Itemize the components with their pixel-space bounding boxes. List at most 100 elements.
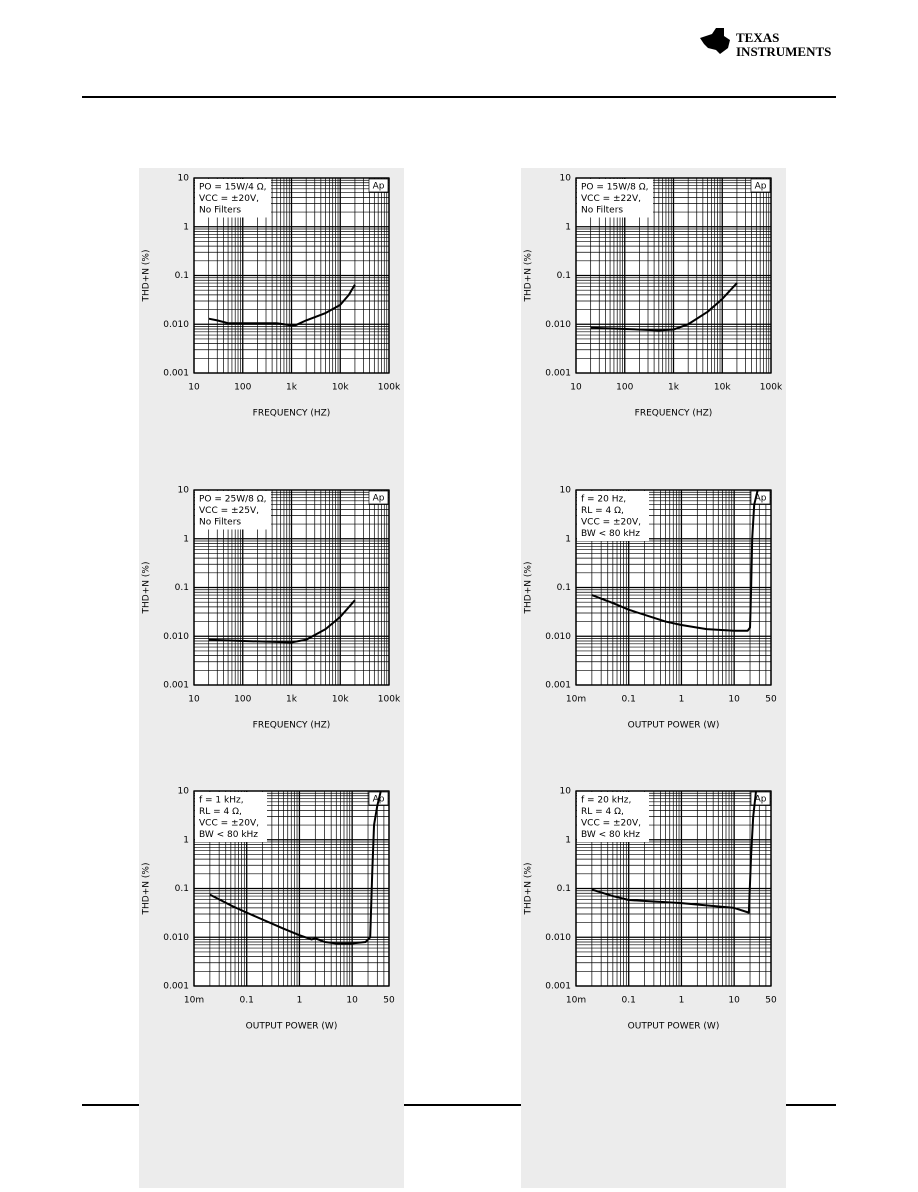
x-tick-label: 0.1 bbox=[622, 996, 636, 1006]
annotation: f = 1 kHz, bbox=[199, 796, 244, 806]
x-tick-label: 10 bbox=[728, 695, 740, 705]
annotation: VCC = ±25V, bbox=[199, 506, 259, 516]
y-tick-label: 1 bbox=[183, 835, 189, 845]
corner-box bbox=[368, 490, 389, 505]
y-tick-label: 10 bbox=[560, 174, 572, 184]
annotation: PO = 15W/8 Ω, bbox=[581, 183, 648, 193]
y-tick-label: 0.001 bbox=[545, 369, 571, 379]
y-axis-title: THD+N (%) bbox=[524, 250, 534, 303]
plot-frame bbox=[193, 790, 390, 987]
x-axis-title: OUTPUT POWER (W) bbox=[246, 1022, 338, 1032]
corner-label: Ap bbox=[373, 494, 385, 504]
x-tick-label: 1 bbox=[679, 996, 685, 1006]
x-tick-label: 100 bbox=[234, 695, 251, 705]
x-tick-label: 50 bbox=[383, 996, 395, 1006]
x-tick-label: 10k bbox=[714, 383, 731, 393]
data-line bbox=[590, 282, 738, 332]
y-tick-label: 10 bbox=[178, 787, 190, 797]
annotation: BW < 80 kHz bbox=[199, 830, 258, 840]
annotation-box bbox=[195, 792, 267, 842]
y-tick-label: 1 bbox=[565, 222, 571, 232]
x-tick-label: 10m bbox=[184, 996, 204, 1006]
y-axis-title: THD+N (%) bbox=[524, 562, 534, 615]
corner-label: Ap bbox=[373, 182, 385, 192]
logo-text: Texas bbox=[736, 30, 779, 45]
x-tick-label: 10 bbox=[570, 383, 582, 393]
y-tick-label: 10 bbox=[560, 787, 572, 797]
y-axis-title: THD+N (%) bbox=[142, 863, 152, 916]
annotation: RL = 4 Ω, bbox=[581, 506, 624, 516]
y-tick-label: 0.1 bbox=[557, 271, 571, 281]
y-tick-label: 10 bbox=[560, 486, 572, 496]
corner-box bbox=[750, 178, 771, 193]
y-tick-label: 1 bbox=[565, 534, 571, 544]
x-axis-title: OUTPUT POWER (W) bbox=[628, 1022, 720, 1032]
annotation: VCC = ±22V, bbox=[581, 194, 641, 204]
x-tick-label: 100 bbox=[234, 383, 251, 393]
y-axis-title: THD+N (%) bbox=[142, 562, 152, 615]
header-rule bbox=[82, 96, 836, 98]
y-tick-label: 0.010 bbox=[545, 933, 571, 943]
annotation-box bbox=[577, 179, 653, 218]
plot-frame bbox=[575, 177, 772, 374]
corner-label: Ap bbox=[755, 494, 767, 504]
annotation: No Filters bbox=[199, 206, 241, 216]
annotation: VCC = ±20V, bbox=[581, 518, 641, 528]
logo-mark bbox=[700, 28, 730, 54]
data-line bbox=[208, 599, 356, 644]
data-line bbox=[591, 489, 759, 632]
x-tick-label: 100k bbox=[760, 383, 783, 393]
x-tick-label: 100k bbox=[378, 695, 401, 705]
annotation-box bbox=[577, 792, 649, 842]
data-line bbox=[209, 790, 382, 945]
annotation: PO = 25W/8 Ω, bbox=[199, 495, 266, 505]
y-tick-label: 0.001 bbox=[545, 982, 571, 992]
x-tick-label: 100 bbox=[616, 383, 633, 393]
x-tick-label: 10k bbox=[332, 383, 349, 393]
y-tick-label: 0.001 bbox=[163, 982, 189, 992]
data-line bbox=[591, 790, 758, 914]
annotation: No Filters bbox=[581, 206, 623, 216]
plot-frame bbox=[193, 489, 390, 686]
y-tick-label: 0.001 bbox=[545, 681, 571, 691]
annotation: RL = 4 Ω, bbox=[581, 807, 624, 817]
x-tick-label: 10 bbox=[346, 996, 358, 1006]
x-axis-title: OUTPUT POWER (W) bbox=[628, 721, 720, 731]
data-line bbox=[208, 284, 356, 327]
y-tick-label: 0.1 bbox=[557, 583, 571, 593]
x-axis-title: FREQUENCY (HZ) bbox=[253, 409, 331, 419]
x-tick-label: 50 bbox=[765, 695, 777, 705]
x-tick-label: 1k bbox=[286, 695, 298, 705]
x-tick-label: 10k bbox=[332, 695, 349, 705]
y-tick-label: 10 bbox=[178, 486, 190, 496]
x-tick-label: 10m bbox=[566, 996, 586, 1006]
x-tick-label: 0.1 bbox=[622, 695, 636, 705]
chart: 10m 0.1 1 10 50 0.001 0.010 0.1 1 10 f = 20 kHz,RL… bbox=[521, 781, 786, 1192]
x-tick-label: 10 bbox=[188, 695, 200, 705]
y-tick-label: 0.001 bbox=[163, 369, 189, 379]
annotation: VCC = ±20V, bbox=[581, 819, 641, 829]
annotation: VCC = ±20V, bbox=[199, 819, 259, 829]
x-tick-label: 10 bbox=[728, 996, 740, 1006]
x-tick-label: 10m bbox=[566, 695, 586, 705]
x-tick-label: 1k bbox=[668, 383, 680, 393]
annotation: RL = 4 Ω, bbox=[199, 807, 242, 817]
x-tick-label: 10 bbox=[188, 383, 200, 393]
annotation: f = 20 Hz, bbox=[581, 495, 626, 505]
y-tick-label: 0.1 bbox=[175, 583, 189, 593]
y-tick-label: 0.1 bbox=[175, 884, 189, 894]
x-tick-label: 1k bbox=[286, 383, 298, 393]
x-tick-label: 1 bbox=[297, 996, 303, 1006]
annotation: BW < 80 kHz bbox=[581, 529, 640, 539]
x-tick-label: 1 bbox=[679, 695, 685, 705]
annotation-box bbox=[195, 491, 271, 530]
y-axis-title: THD+N (%) bbox=[524, 863, 534, 916]
annotation: No Filters bbox=[199, 518, 241, 528]
y-tick-label: 1 bbox=[565, 835, 571, 845]
annotation: BW < 80 kHz bbox=[581, 830, 640, 840]
y-tick-label: 0.010 bbox=[163, 933, 189, 943]
x-tick-label: 50 bbox=[765, 996, 777, 1006]
x-axis-title: FREQUENCY (HZ) bbox=[253, 721, 331, 731]
x-tick-label: 100k bbox=[378, 383, 401, 393]
